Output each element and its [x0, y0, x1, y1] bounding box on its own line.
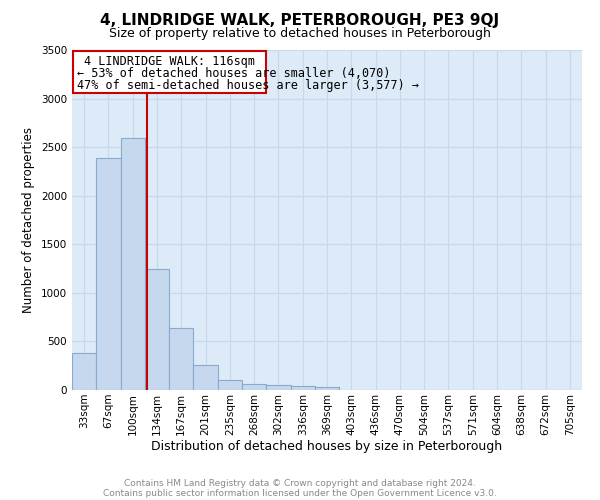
Bar	[96, 158, 121, 390]
Bar	[242, 384, 266, 390]
Bar	[73, 51, 266, 92]
Bar	[218, 380, 242, 390]
Text: Contains HM Land Registry data © Crown copyright and database right 2024.: Contains HM Land Registry data © Crown c…	[124, 478, 476, 488]
Text: Contains public sector information licensed under the Open Government Licence v3: Contains public sector information licen…	[103, 488, 497, 498]
Bar	[121, 138, 145, 390]
Text: 4 LINDRIDGE WALK: 116sqm: 4 LINDRIDGE WALK: 116sqm	[84, 55, 255, 68]
Bar	[193, 364, 218, 390]
Bar	[290, 386, 315, 390]
Bar	[315, 387, 339, 390]
Text: 4, LINDRIDGE WALK, PETERBOROUGH, PE3 9QJ: 4, LINDRIDGE WALK, PETERBOROUGH, PE3 9QJ	[100, 12, 500, 28]
Text: 47% of semi-detached houses are larger (3,577) →: 47% of semi-detached houses are larger (…	[77, 78, 419, 92]
X-axis label: Distribution of detached houses by size in Peterborough: Distribution of detached houses by size …	[151, 440, 503, 454]
Y-axis label: Number of detached properties: Number of detached properties	[22, 127, 35, 313]
Bar	[145, 268, 169, 390]
Text: Size of property relative to detached houses in Peterborough: Size of property relative to detached ho…	[109, 28, 491, 40]
Bar	[72, 353, 96, 390]
Text: ← 53% of detached houses are smaller (4,070): ← 53% of detached houses are smaller (4,…	[77, 67, 391, 80]
Bar	[266, 385, 290, 390]
Bar	[169, 328, 193, 390]
